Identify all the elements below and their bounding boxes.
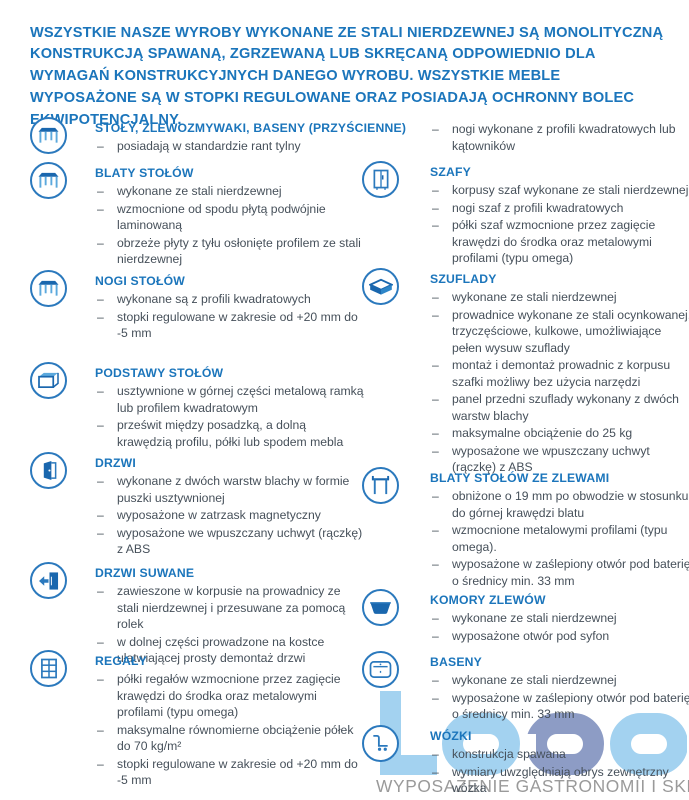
- bullet-item: wykonane ze stali nierdzewnej: [95, 183, 364, 200]
- section-title: PODSTAWY STOŁÓW: [95, 366, 224, 380]
- section-drzwi-suwane: DRZWI SUWANE zawieszone w korpusie na pr…: [30, 562, 364, 668]
- bullet-item: stopki regulowane w zakresie od +20 mm d…: [95, 309, 364, 342]
- sink-top-icon: [362, 467, 399, 504]
- bullet-item: wykonane ze stali nierdzewnej: [430, 610, 689, 627]
- table-base-icon: [30, 362, 67, 399]
- bullet-item: wyposażone we wpuszczany uchwyt (rączkę)…: [95, 525, 364, 558]
- table-icon: [30, 162, 67, 199]
- section-title: BASENY: [430, 655, 482, 669]
- bullet-item: posiadają w standardzie rant tylny: [95, 138, 406, 155]
- section-regaly-continued: nogi wykonane z profili kwadratowych lub…: [362, 121, 689, 155]
- bullet-item: usztywnione w górnej części metalową ram…: [95, 383, 364, 416]
- bullet-item: wykonane są z profili kwadratowych: [95, 291, 364, 308]
- section-title: SZUFLADY: [430, 272, 497, 286]
- bullet-item: maksymalne równomierne obciążenie półek …: [95, 722, 364, 755]
- bullet-item: półki regałów wzmocnione przez zagięcie …: [95, 671, 364, 721]
- bullet-item: wyposażone otwór pod syfon: [430, 628, 689, 645]
- bullet-item: konstrukcja spawana: [430, 746, 689, 763]
- bullet-item: wzmocnione metalowymi profilami (typu om…: [430, 522, 689, 555]
- section-title: REGAŁY: [95, 654, 147, 668]
- section-title: KOMORY ZLEWÓW: [430, 593, 546, 607]
- bullet-item: w dolnej części prowadzone na kostce uła…: [95, 634, 364, 667]
- bullet-item: korpusy szaf wykonane ze stali nierdzewn…: [430, 182, 689, 199]
- section-title: DRZWI SUWANE: [95, 566, 195, 580]
- section-title: WÓZKI: [430, 729, 472, 743]
- bullet-item: wykonane ze stali nierdzewnej: [430, 672, 689, 689]
- bullet-item: wyposażone w zaślepiony otwór pod bateri…: [430, 690, 689, 723]
- section-title: BLATY STOŁÓW: [95, 166, 194, 180]
- sink-bowl-icon: [362, 589, 399, 626]
- section-baseny: BASENY wykonane ze stali nierdzewnej wyp…: [362, 651, 689, 724]
- bullet-item: wyposażone w zatrzask magnetyczny: [95, 507, 364, 524]
- bullet-item: wzmocnione od spodu płytą podwójnie lami…: [95, 201, 364, 234]
- section-regaly: REGAŁY półki regałów wzmocnione przez za…: [30, 650, 364, 790]
- section-title: BLATY STOŁÓW ZE ZLEWAMI: [430, 471, 610, 485]
- table-icon: [30, 117, 67, 154]
- section-wozki: WÓZKI konstrukcja spawana wymiary uwzglę…: [362, 725, 689, 798]
- bullet-item: wyposażone we wpuszczany uchwyt (rączkę)…: [430, 443, 689, 476]
- bullet-item: prześwit między posadzką, a dolną krawęd…: [95, 417, 364, 450]
- section-szafy: SZAFY korpusy szaf wykonane ze stali nie…: [362, 161, 689, 268]
- bullet-item: nogi szaf z profili kwadratowych: [430, 200, 689, 217]
- shelf-rack-icon: [30, 650, 67, 687]
- section-stoly-zlewozmywaki-baseny: STOŁY, ZLEWOZMYWAKI, BASENY (PRZYŚCIENNE…: [30, 117, 406, 156]
- section-drzwi: DRZWI wykonane z dwóch warstw blachy w f…: [30, 452, 364, 559]
- intro-paragraph: WSZYSTKIE NASZE WYROBY WYKONANE ZE STALI…: [30, 24, 664, 128]
- drawer-icon: [362, 268, 399, 305]
- section-blaty-ze-zlewami: BLATY STOŁÓW ZE ZLEWAMI obniżone o 19 mm…: [362, 467, 689, 590]
- bullet-item: panel przedni szuflady wykonany z dwóch …: [430, 391, 689, 424]
- bullet-item: obrzeże płyty z tyłu osłonięte profilem …: [95, 235, 364, 268]
- section-nogi-stolow: NOGI STOŁÓW wykonane są z profili kwadra…: [30, 270, 364, 343]
- bullet-item: nogi wykonane z profili kwadratowych lub…: [430, 121, 689, 154]
- bullet-item: wyposażone w zaślepiony otwór pod bateri…: [430, 556, 689, 589]
- bullet-item: prowadnice wykonane ze stali ocynkowanej…: [430, 307, 689, 357]
- sliding-door-icon: [30, 562, 67, 599]
- bullet-item: wymiary uwzględniają obrys zewnętrzny wó…: [430, 764, 689, 797]
- bullet-item: obniżone o 19 mm po obwodzie w stosunku …: [430, 488, 689, 521]
- cabinet-icon: [362, 161, 399, 198]
- section-title: DRZWI: [95, 456, 136, 470]
- section-title: NOGI STOŁÓW: [95, 274, 185, 288]
- section-podstawy-stolow: PODSTAWY STOŁÓW usztywnione w górnej czę…: [30, 362, 364, 451]
- table-icon: [30, 270, 67, 307]
- section-komory-zlewow: KOMORY ZLEWÓW wykonane ze stali nierdzew…: [362, 589, 689, 645]
- bullet-item: montaż i demontaż prowadnic z korpusu sz…: [430, 357, 689, 390]
- bullet-item: maksymalne obciążenie do 25 kg: [430, 425, 689, 442]
- bullet-item: zawieszone w korpusie na prowadnicy ze s…: [95, 583, 364, 633]
- section-blaty-stolow: BLATY STOŁÓW wykonane ze stali nierdzewn…: [30, 162, 364, 269]
- basin-icon: [362, 651, 399, 688]
- bullet-item: półki szaf wzmocnione przez zagięcie kra…: [430, 217, 689, 267]
- bullet-item: wykonane z dwóch warstw blachy w formie …: [95, 473, 364, 506]
- bullet-item: stopki regulowane w zakresie od +20 mm d…: [95, 756, 364, 789]
- section-szuflady: SZUFLADY wykonane ze stali nierdzewnej p…: [362, 268, 689, 477]
- door-icon: [30, 452, 67, 489]
- bullet-item: wykonane ze stali nierdzewnej: [430, 289, 689, 306]
- section-title: STOŁY, ZLEWOZMYWAKI, BASENY (PRZYŚCIENNE…: [95, 121, 407, 135]
- section-title: SZAFY: [430, 165, 471, 179]
- cart-icon: [362, 725, 399, 762]
